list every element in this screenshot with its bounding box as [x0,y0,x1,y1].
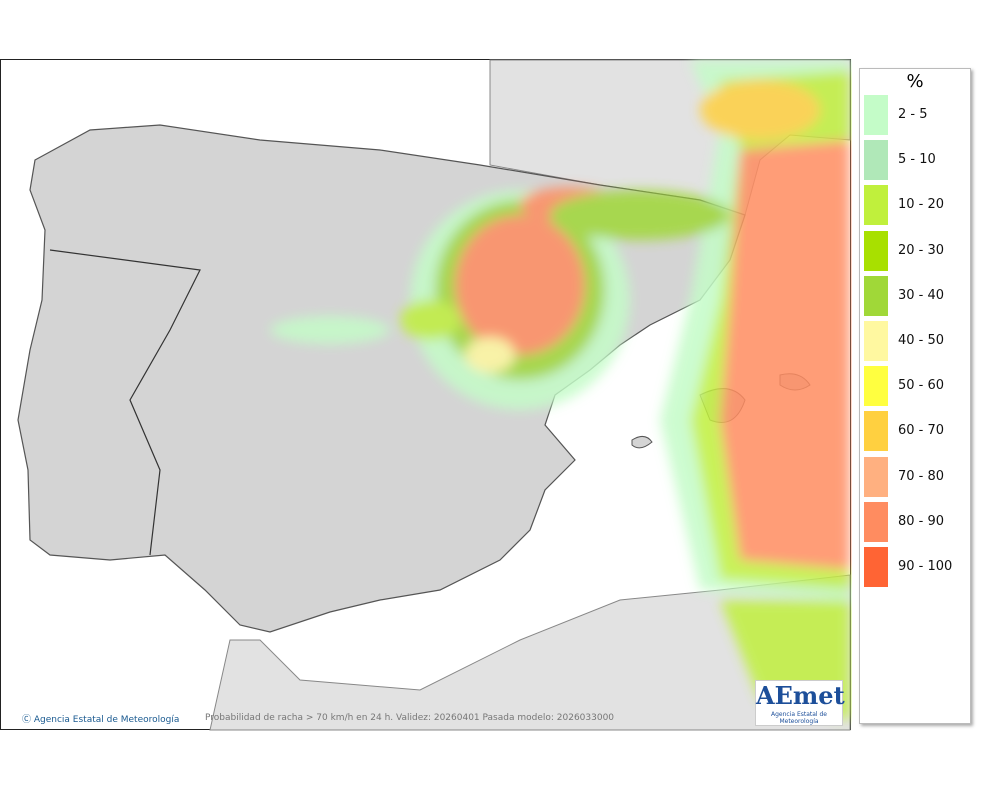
legend-swatch [864,230,888,271]
legend-label: 20 - 30 [898,242,945,258]
map [0,59,851,731]
legend-label: 30 - 40 [898,287,945,303]
legend-label: 80 - 90 [898,513,945,529]
legend-label: 5 - 10 [898,152,936,168]
legend-swatch [864,321,888,361]
legend-label: 90 - 100 [898,559,953,574]
legend-swatch [864,95,888,135]
legend-label: 2 - 5 [898,107,928,122]
legend-item: 10 - 20 [864,185,968,226]
legend-item: 60 - 70 [864,411,968,452]
legend: % 2 - 5 5 - 10 10 - 20 20 - 30 30 - 40 40 - 5… [859,68,971,724]
legend-item: 90 - 100 [864,547,968,587]
border [49,249,201,556]
legend-item: 5 - 10 [864,140,968,181]
caption: Probabilidad de racha > 70 km/h en 24 h.… [205,713,615,723]
legend-item: 40 - 50 [864,321,968,361]
legend-label: 40 - 50 [898,333,945,348]
legend-item: 50 - 60 [864,366,968,407]
credit-text: Agencia Estatal de Meteorología [33,715,180,725]
probability-field [270,60,850,720]
legend-swatch [864,185,888,226]
logo-text: AEmet [756,681,845,710]
legend-swatch [864,456,888,497]
legend-label: 60 - 70 [898,423,945,439]
logo-subtitle: Agencia Estatal de Meteorología [770,711,827,725]
legend-label: 70 - 80 [898,468,945,484]
legend-swatch [864,547,888,587]
credit: Ⓒ Agencia Estatal de Meteorología [22,715,180,725]
legend-swatch [864,275,888,316]
legend-swatch [864,366,888,407]
legend-item: 80 - 90 [864,501,968,542]
legend-item: 2 - 5 [864,95,968,135]
legend-label: 10 - 20 [898,197,945,213]
legend-swatch [864,501,888,542]
legend-swatch [864,411,888,452]
legend-swatch [864,140,888,181]
legend-item: 20 - 30 [864,230,968,271]
legend-item: 30 - 40 [864,275,968,316]
legend-label: 50 - 60 [898,378,945,394]
legend-title: % [906,71,924,92]
legend-item: 70 - 80 [864,456,968,497]
logo: AEmet Agencia Estatal de Meteorología [755,680,845,726]
